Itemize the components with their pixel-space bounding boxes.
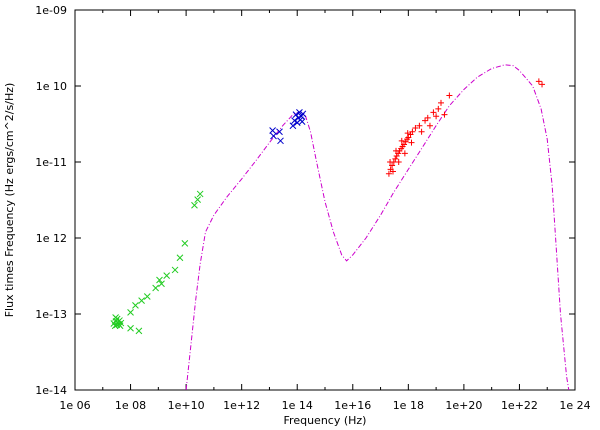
- data-point: [270, 132, 277, 140]
- data-point: [176, 254, 184, 262]
- data-point: [389, 162, 396, 169]
- data-point: [424, 114, 431, 121]
- data-point: [393, 147, 400, 154]
- y-tick-label: 1e-11: [35, 156, 67, 169]
- data-point: [408, 139, 415, 146]
- data-point: [127, 309, 134, 316]
- x-tick-label: 1e+22: [501, 399, 538, 412]
- y-axis-title: Flux times Frequency (Hz ergs/cm^2/s/Hz): [3, 83, 16, 318]
- data-point: [435, 105, 442, 112]
- data-point: [163, 272, 171, 279]
- data-point: [385, 170, 392, 177]
- x-tick-label: 1e 24: [559, 399, 590, 412]
- data-point: [535, 78, 542, 85]
- data-point: [299, 110, 307, 118]
- x-tick-label: 1e+10: [168, 399, 205, 412]
- data-points-layer: [110, 78, 546, 335]
- model-curve: [185, 64, 570, 391]
- data-point: [539, 81, 546, 88]
- data-point: [191, 201, 198, 209]
- data-point: [418, 128, 425, 135]
- data-point: [409, 128, 416, 135]
- data-point: [181, 240, 189, 247]
- data-point: [416, 122, 423, 129]
- y-tick-label: 1e-14: [35, 384, 67, 397]
- series-radio: [110, 190, 204, 335]
- x-tick-label: 1e+12: [223, 399, 260, 412]
- data-point: [404, 130, 411, 137]
- data-point: [135, 327, 143, 335]
- data-point: [441, 111, 448, 118]
- data-point: [276, 128, 283, 136]
- data-point: [398, 137, 405, 144]
- data-point: [389, 168, 396, 175]
- data-point: [158, 280, 165, 288]
- data-point: [196, 190, 204, 198]
- x-tick-label: 1e 06: [59, 399, 90, 412]
- data-point: [298, 118, 306, 125]
- data-point: [393, 152, 400, 159]
- data-point: [152, 284, 159, 292]
- data-point: [433, 113, 440, 120]
- x-tick-label: 1e+16: [334, 399, 371, 412]
- series-optical: [269, 109, 307, 145]
- x-tick-label: 1e 08: [115, 399, 146, 412]
- y-tick-label: 1e-13: [35, 308, 67, 321]
- x-tick-label: 1e 14: [282, 399, 313, 412]
- data-point: [422, 117, 429, 124]
- data-point: [289, 122, 297, 130]
- data-point: [438, 99, 445, 106]
- data-point: [405, 134, 412, 141]
- data-point: [412, 125, 419, 132]
- data-point: [277, 137, 284, 145]
- data-point: [171, 266, 179, 274]
- x-axis-ticks: 1e 06 1e 08 1e+10 1e+12 1e 14 1e+16 1e 18 1e+20…: [59, 10, 591, 412]
- x-tick-label: 1e+20: [445, 399, 482, 412]
- data-point: [387, 159, 394, 165]
- x-axis-title: Frequency (Hz): [284, 414, 367, 427]
- data-point: [132, 301, 139, 309]
- data-point: [392, 155, 399, 162]
- model-curve-layer: [185, 64, 570, 391]
- data-point: [426, 122, 433, 129]
- y-tick-label: 1e-09: [35, 4, 67, 17]
- data-point: [395, 159, 402, 165]
- data-point: [194, 196, 201, 203]
- data-point: [156, 276, 163, 284]
- y-axis-ticks: 1e-14 1e-13 1e 12 1e-11 1e 10 1e-09: [35, 4, 575, 397]
- series-xray: [385, 78, 546, 177]
- data-point: [127, 324, 134, 332]
- y-tick-label: 1e 10: [36, 80, 67, 93]
- data-point: [401, 150, 408, 157]
- data-point: [112, 314, 119, 321]
- data-point: [446, 92, 453, 99]
- data-point: [143, 293, 151, 300]
- data-point: [430, 109, 437, 116]
- data-point: [402, 138, 409, 145]
- x-tick-label: 1e 18: [393, 399, 424, 412]
- data-point: [296, 109, 303, 116]
- data-point: [138, 297, 145, 304]
- y-tick-label: 1e 12: [36, 232, 67, 245]
- data-point: [269, 127, 276, 134]
